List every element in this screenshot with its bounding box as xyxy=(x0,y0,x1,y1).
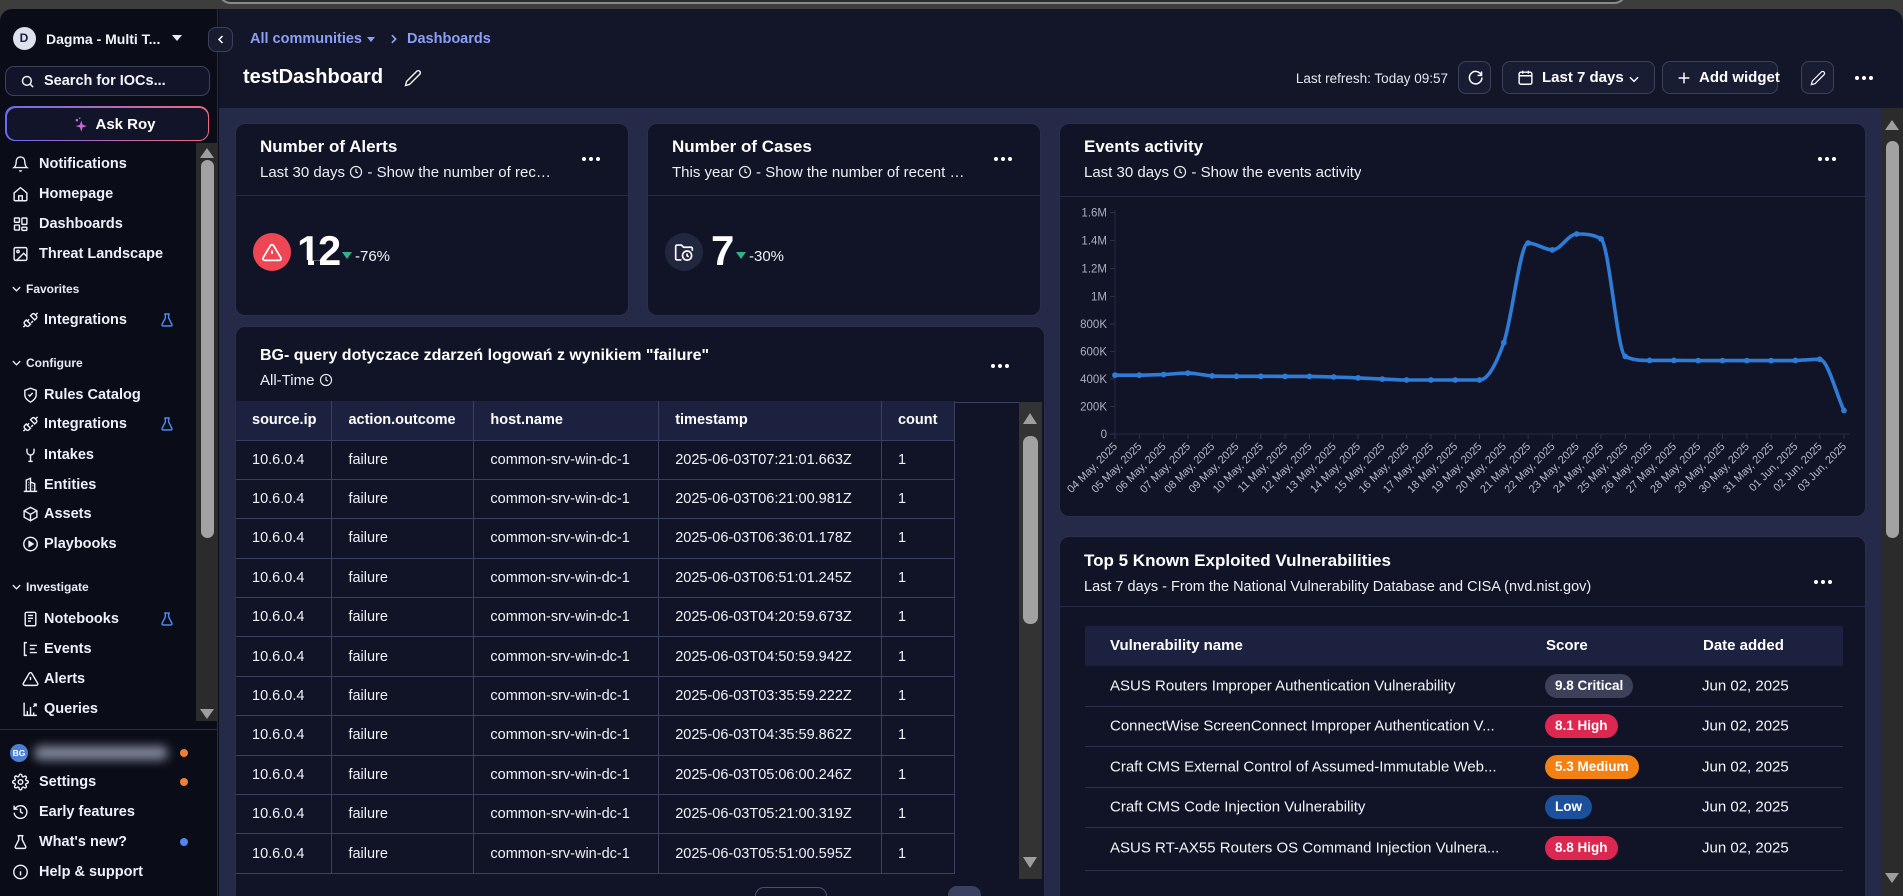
svg-text:1M: 1M xyxy=(1091,292,1107,304)
svg-text:0: 0 xyxy=(1101,429,1107,441)
svg-text:400K: 400K xyxy=(1080,374,1107,386)
svg-text:200K: 200K xyxy=(1080,402,1107,414)
svg-text:1.4M: 1.4M xyxy=(1081,236,1107,248)
svg-text:1.2M: 1.2M xyxy=(1081,264,1107,276)
svg-text:1.6M: 1.6M xyxy=(1081,208,1107,220)
svg-text:600K: 600K xyxy=(1080,347,1107,359)
svg-text:800K: 800K xyxy=(1080,319,1107,331)
